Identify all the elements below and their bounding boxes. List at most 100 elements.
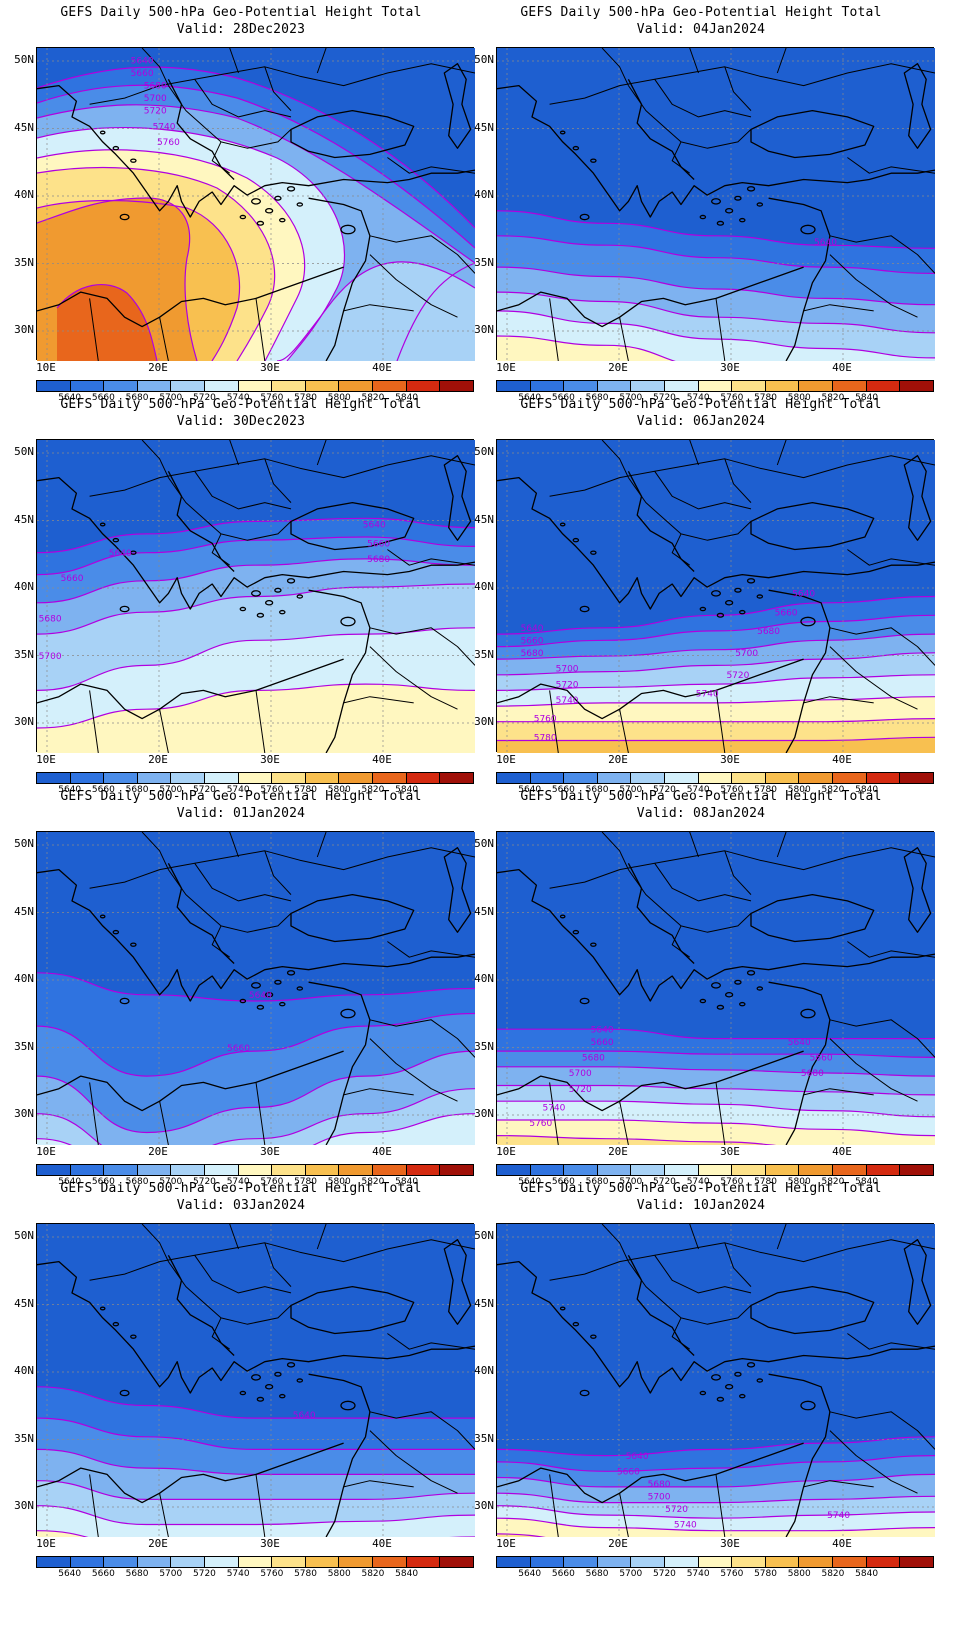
island — [734, 195, 742, 201]
lat-tick-label: 30N — [474, 715, 494, 728]
country-border — [264, 1242, 292, 1287]
contour-line — [37, 1088, 475, 1145]
colorbar-label: 5840 — [855, 785, 879, 795]
lat-tick-label: 45N — [14, 120, 34, 134]
coastline — [497, 84, 935, 218]
coastline — [308, 1373, 371, 1537]
contour-label: 5700 — [569, 1069, 592, 1079]
country-border — [847, 1333, 935, 1350]
island — [279, 609, 286, 615]
colorbar-label: 5720 — [193, 393, 216, 403]
lon-tick-label: 30E — [260, 1537, 280, 1550]
country-border — [671, 925, 690, 958]
colorbar-label: 5780 — [294, 393, 317, 403]
island — [256, 1396, 265, 1402]
coastline — [750, 893, 875, 943]
colorbar-label: 5800 — [327, 785, 351, 795]
colorbar-swatch — [406, 381, 441, 391]
country-border — [689, 1224, 699, 1250]
lat-tick-label: 30N — [14, 715, 34, 728]
map-canvas: 5640 5660 5680 5700 5720 5740 5760 5780 5640 5660… — [497, 440, 935, 753]
contour-line — [37, 166, 276, 361]
contour-label: 5720 — [144, 107, 167, 117]
island — [112, 1321, 120, 1327]
country-border — [369, 627, 475, 666]
lon-tick-label: 10E — [36, 753, 56, 766]
island — [746, 186, 756, 192]
country-border — [369, 1411, 475, 1450]
contour-label: 5740 — [696, 690, 719, 700]
island — [724, 1384, 734, 1390]
island — [296, 986, 304, 991]
colorbar-swatch — [137, 773, 172, 783]
coastline — [37, 1442, 344, 1504]
country-border — [255, 298, 266, 361]
colorbar — [36, 380, 474, 392]
country-border — [715, 1474, 726, 1537]
contour-label: 5640 — [591, 1025, 614, 1035]
country-border — [159, 1493, 169, 1537]
map-panel: GEFS Daily 500-hPa Geo-Potential Height … — [0, 784, 482, 1194]
contour-line — [497, 652, 935, 676]
lon-tick-label: 40E — [832, 1145, 852, 1158]
contour-line — [497, 1084, 935, 1096]
contour-label: 5700 — [144, 94, 167, 104]
colorbar-swatch — [530, 1165, 565, 1175]
bands — [497, 1029, 935, 1145]
colorbar-label: 5820 — [821, 785, 845, 795]
country-border — [829, 1411, 935, 1450]
colorbar-label: 5640 — [58, 785, 82, 795]
lon-tick-label: 40E — [832, 361, 852, 374]
colorbar-swatch — [272, 773, 306, 783]
colorbar-swatch — [339, 1557, 374, 1567]
coastline — [903, 63, 932, 149]
colorbar-swatch — [497, 381, 531, 391]
colorbar-label: 5740 — [226, 1569, 250, 1579]
colorbar-swatch — [765, 1165, 800, 1175]
contour-label: 5660 — [367, 539, 390, 549]
country-border — [387, 1333, 475, 1350]
contour-line — [497, 1505, 935, 1519]
contour-label: 5720 — [665, 1505, 688, 1515]
colorbar-swatch — [339, 381, 374, 391]
map-panel: GEFS Daily 500-hPa Geo-Potential Height … — [460, 392, 942, 802]
colorbar-swatch — [765, 773, 800, 783]
lat-tick-label: 35N — [14, 647, 34, 661]
lon-tick-label: 40E — [372, 361, 392, 374]
country-border — [803, 304, 874, 312]
colorbar-label: 5680 — [585, 1177, 609, 1187]
colorbar-label: 5740 — [686, 785, 710, 795]
colorbar-swatch — [597, 773, 632, 783]
contour-line — [37, 1386, 475, 1419]
coastline — [750, 501, 875, 551]
colorbar-label: 5800 — [327, 1569, 351, 1579]
island — [739, 609, 746, 615]
colorbar-swatch — [305, 1165, 340, 1175]
colorbar-swatch — [497, 773, 531, 783]
coastline — [290, 109, 415, 159]
colorbar-label: 5780 — [754, 393, 777, 403]
geopotential-height-map: 5640 5660 5680 5700 5720 5740 5760 5780 5640 5660… — [496, 439, 935, 753]
country-border — [211, 1317, 230, 1350]
country-border — [89, 690, 99, 753]
country-border — [549, 1474, 559, 1537]
island — [572, 145, 580, 151]
country-border — [316, 440, 327, 466]
country-border — [229, 440, 239, 466]
country-border — [829, 235, 935, 274]
island — [264, 600, 274, 606]
lat-tick-label: 35N — [474, 1431, 494, 1445]
country-border — [89, 1082, 99, 1145]
contour-line — [497, 1050, 935, 1058]
contour-label: 5680 — [648, 1480, 671, 1490]
contour-line — [56, 284, 158, 361]
country-border — [724, 1242, 752, 1287]
country-border — [387, 941, 475, 958]
island — [250, 198, 262, 205]
band-fill — [37, 85, 475, 264]
island — [239, 1390, 247, 1396]
contour-line — [497, 1028, 935, 1040]
colorbar-swatch — [104, 381, 138, 391]
lat-tick-label: 30N — [14, 1499, 34, 1512]
colorbar-label: 5760 — [720, 785, 744, 795]
